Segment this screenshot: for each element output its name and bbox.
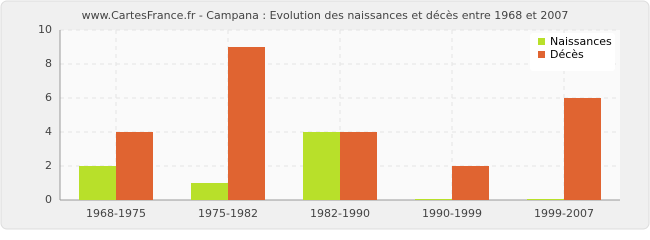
- legend-label: Décès: [550, 48, 584, 61]
- bar: [527, 199, 564, 200]
- x-tick-label: 1999-2007: [534, 207, 594, 220]
- y-tick-label: 8: [45, 57, 52, 70]
- x-tick-label: 1975-1982: [198, 207, 258, 220]
- legend-label: Naissances: [550, 35, 612, 48]
- legend-swatch: [538, 38, 545, 45]
- bar: [415, 199, 452, 200]
- bar: [191, 183, 228, 200]
- chart: www.CartesFrance.fr - Campana : Evolutio…: [0, 0, 650, 230]
- y-tick-label: 4: [45, 125, 52, 138]
- bar: [79, 166, 116, 200]
- y-tick-label: 0: [45, 193, 52, 206]
- bar: [340, 132, 377, 200]
- chart-title: www.CartesFrance.fr - Campana : Evolutio…: [82, 9, 569, 22]
- y-tick-label: 6: [45, 91, 52, 104]
- bar: [116, 132, 153, 200]
- y-tick-label: 10: [38, 23, 52, 36]
- x-tick-label: 1968-1975: [86, 207, 146, 220]
- bar: [303, 132, 340, 200]
- legend-swatch: [538, 51, 545, 58]
- x-tick-label: 1982-1990: [310, 207, 370, 220]
- bar: [228, 47, 265, 200]
- bar: [452, 166, 489, 200]
- bar: [564, 98, 601, 200]
- legend-box: [530, 33, 615, 71]
- x-tick-label: 1990-1999: [422, 207, 482, 220]
- y-tick-label: 2: [45, 159, 52, 172]
